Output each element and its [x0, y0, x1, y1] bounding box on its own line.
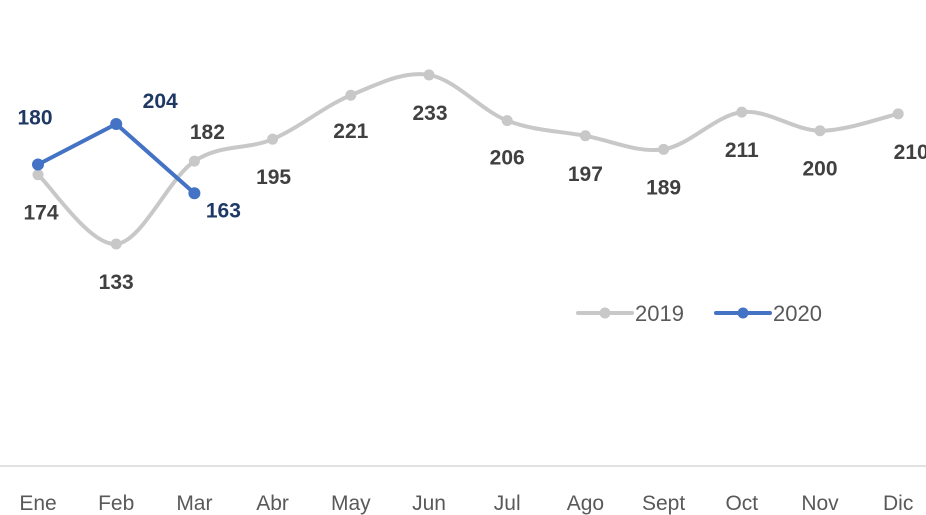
x-tick-May: May	[331, 492, 371, 515]
x-tick-Dic: Dic	[883, 492, 913, 515]
x-tick-Ago: Ago	[567, 492, 604, 515]
point-2019-Abr	[267, 133, 279, 145]
legend-marker-2020	[737, 307, 749, 319]
point-2019-Oct	[736, 106, 748, 118]
point-2019-Feb	[110, 238, 122, 250]
data-label-2019-Nov: 200	[802, 158, 837, 181]
series-line-2020	[36, 121, 197, 196]
data-label-2019-Jul: 206	[490, 147, 525, 170]
point-2019-Jun	[423, 69, 435, 81]
data-label-2019-Ene: 174	[23, 202, 58, 225]
x-tick-Sept: Sept	[642, 492, 685, 515]
data-label-2019-Feb: 133	[99, 271, 134, 294]
point-2019-Mar	[188, 155, 200, 167]
point-2019-Ago	[579, 130, 591, 142]
point-2019-Ene	[32, 169, 44, 181]
x-tick-Nov: Nov	[801, 492, 839, 515]
legend-label-2020: 2020	[773, 301, 822, 326]
point-2019-Nov	[814, 125, 826, 137]
legend-marker-2019	[599, 307, 611, 319]
x-axis-tick-labels: Ene Feb Mar Abr May Jun Jul Ago Sept Oct Nov Dic	[19, 492, 913, 515]
data-label-2020-Feb: 204	[143, 90, 178, 113]
point-2019-Dic	[892, 108, 904, 120]
series-points	[32, 69, 904, 250]
x-tick-Mar: Mar	[176, 492, 212, 515]
x-tick-Abr: Abr	[256, 492, 289, 515]
data-label-2019-Sept: 189	[646, 176, 681, 199]
data-labels: 174 133 182 195 221 233 206 197 189 211 200 210 180 2…	[17, 90, 926, 294]
data-label-2019-Jun: 233	[412, 102, 447, 125]
data-label-2019-Abr: 195	[256, 166, 291, 189]
point-2019-Jul	[501, 115, 513, 127]
data-label-2019-Oct: 211	[725, 139, 759, 162]
x-tick-Oct: Oct	[725, 492, 758, 515]
data-label-2019-Mar: 182	[190, 121, 225, 144]
point-2019-May	[345, 89, 357, 101]
data-label-2020-Mar: 163	[206, 199, 241, 222]
legend: 2019 2020	[576, 301, 822, 326]
data-label-2019-Ago: 197	[568, 163, 603, 186]
x-tick-Jul: Jul	[494, 492, 521, 515]
point-2020-Feb	[110, 117, 123, 130]
x-tick-Ene: Ene	[19, 492, 56, 515]
legend-label-2019: 2019	[635, 301, 684, 326]
x-tick-Jun: Jun	[412, 492, 446, 515]
point-2020-Ene	[32, 158, 44, 171]
data-label-2019-May: 221	[333, 120, 368, 143]
data-label-2020-Ene: 180	[17, 107, 52, 130]
point-2020-Mar	[188, 187, 201, 200]
x-tick-Feb: Feb	[98, 492, 134, 515]
data-label-2019-Dic: 210	[894, 141, 926, 164]
point-2019-Sept	[658, 143, 670, 155]
